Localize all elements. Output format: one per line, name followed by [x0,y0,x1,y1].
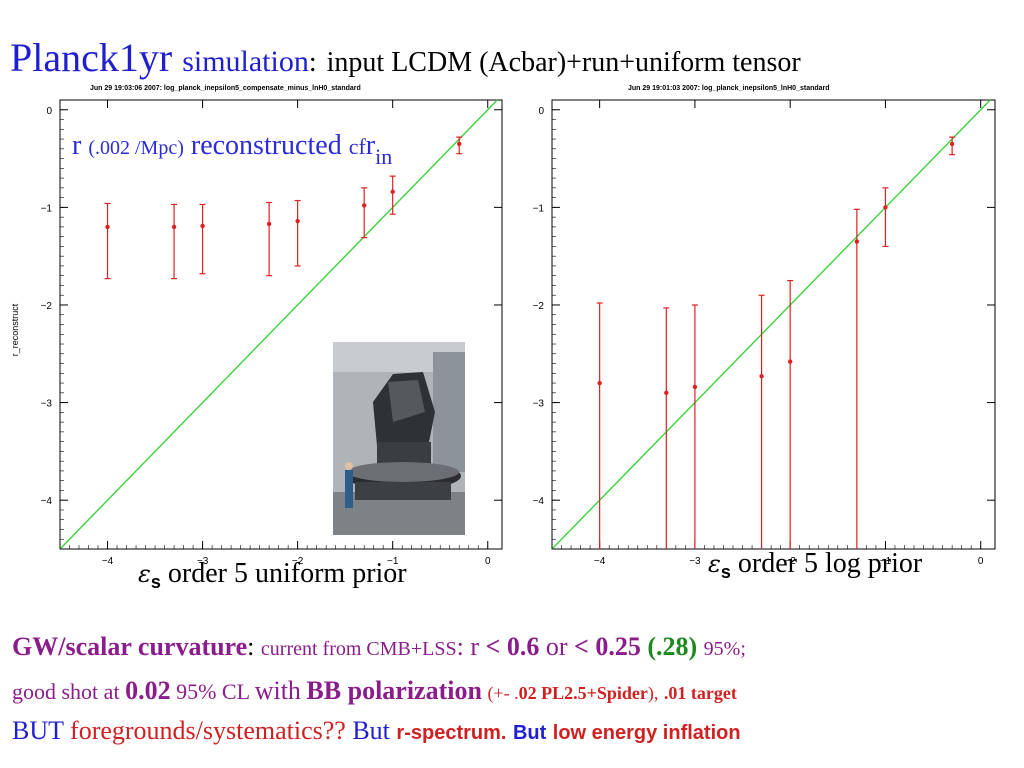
data-point [295,218,300,224]
recon-r: r [72,130,82,161]
reference-line [59,99,498,550]
title-main: Planck1yr [10,35,173,80]
bottom-line-2: good shot at 0.02 95% CL with BB polariz… [12,676,737,706]
plot-header: Jun 29 19:01:03 2007: log_planck_inepsil… [628,85,830,92]
epsilon-subscript: s [150,572,161,592]
title-simulation: simulation [182,45,309,78]
good-shot: good shot at [12,679,120,704]
percent-text: 95%; [703,638,746,660]
data-point [949,141,955,147]
data-point [457,141,462,147]
r-spectrum: r-spectrum. [396,722,507,744]
recon-sub-in: in [375,144,393,169]
y-tick-label: −3 [533,399,545,410]
y-tick-label: −4 [41,496,53,507]
target-value: 0.02 [125,676,171,705]
x-tick-label: −4 [594,556,606,567]
foregrounds-text: foregrounds/systematics?? [70,716,346,745]
slide-title: Planck1yr simulation: input LCDM (Acbar)… [10,34,801,81]
cl-text: 95% CL [176,679,250,704]
data-point [854,239,860,244]
x-tick-label: −1 [880,556,892,567]
data-point [597,380,602,386]
bottom-line-3: BUT foregrounds/systematics?? But r-spec… [12,716,741,746]
y-tick-label: 0 [46,106,52,117]
y-tick-label: −4 [533,496,545,507]
paren-open: (+- . [487,683,519,703]
data-point [692,384,698,390]
pl-spider: 02 PL2.5+Spider [518,683,648,703]
current-text: current from CMB+LSS [260,638,457,660]
but-text: BUT [12,716,64,745]
epsilon-symbol: ε [138,560,151,588]
recon-rin: r [365,130,376,161]
data-point [361,203,367,208]
y-tick-label: −1 [41,203,53,214]
plot-header: Jun 29 19:03:06 2007: log_planck_inepsil… [90,85,361,92]
but-text-2: But [352,716,390,745]
y-tick-label: −2 [41,301,53,312]
data-point [200,223,205,229]
epsilon-subscript: s [720,562,731,582]
right-prior-label: εs order 5 log prior [708,548,923,582]
reconstructed-label: r (.002 /Mpc) reconstructed cfrin [72,130,392,169]
x-tick-label: −2 [784,556,796,567]
with-text: with [254,676,301,705]
gw-label: GW/scalar curvature [12,632,248,661]
bb-polarization: BB polarization [306,676,482,705]
title-colon: : [308,47,317,78]
data-point [883,205,888,210]
r-limit-1: < 0.6 [485,632,540,661]
data-point [171,224,177,230]
prior-text: order 5 log prior [737,548,923,579]
left-plot: Jun 29 19:03:06 2007: log_planck_inepsil… [10,85,503,567]
y-tick-label: 0 [538,106,544,117]
y-axis-label: r_reconstruct [10,303,20,356]
colon: : [247,632,255,661]
r-limit-3: (.28) [647,632,698,661]
prior-text: order 5 uniform prior [167,558,407,589]
data-point [664,390,669,396]
x-tick-label: 0 [485,556,491,567]
y-tick-label: −2 [533,301,545,312]
data-point [266,221,272,227]
x-tick-label: −3 [197,556,209,567]
paren-close: ), [647,683,659,703]
left-prior-label: εs order 5 uniform prior [138,558,407,592]
title-subtitle: input LCDM (Acbar)+run+uniform tensor [326,47,801,78]
bottom-line-1: GW/scalar curvature: current from CMB+LS… [12,632,746,662]
x-tick-label: −3 [689,556,701,567]
data-point [390,189,395,194]
recon-word: reconstructed [190,130,342,161]
or-text: or [545,632,568,661]
r-text: : r [456,632,480,661]
target-text: .01 target [663,683,737,703]
x-tick-label: 0 [978,556,984,567]
recon-cf: cf [348,134,366,159]
x-tick-label: −1 [387,556,399,567]
data-point [787,359,793,364]
y-tick-label: −3 [41,399,53,410]
but-text-3: But [512,722,547,744]
y-tick-label: −1 [533,203,545,214]
x-tick-label: −2 [292,556,304,567]
satellite-photo [333,342,465,535]
data-point [105,224,110,230]
reference-line [551,99,991,550]
x-tick-label: −4 [102,556,114,567]
r-limit-2: < 0.25 [574,632,641,661]
data-point [759,374,764,379]
recon-scale: (.002 /Mpc) [88,137,184,159]
right-plot: Jun 29 19:01:03 2007: log_planck_inepsil… [533,85,996,567]
epsilon-symbol: ε [708,550,721,578]
low-energy: low energy inflation [552,722,741,744]
